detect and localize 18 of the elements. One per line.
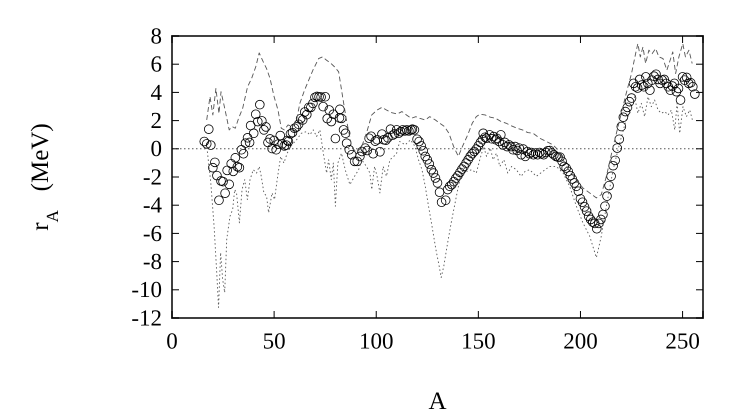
y-tick-label: 0 [150, 136, 162, 162]
y-tick-label: -4 [142, 192, 162, 218]
x-tick-label: 0 [166, 328, 178, 354]
y-tick-label: 2 [150, 108, 162, 133]
y-tick-label: -2 [142, 164, 162, 190]
y-tick-label: -8 [142, 248, 162, 274]
y-tick-label: -6 [142, 220, 162, 246]
x-tick-label: 100 [358, 328, 394, 354]
x-tick-label: 200 [563, 328, 598, 354]
y-tick-label: -12 [131, 305, 162, 330]
y-tick-label: 4 [150, 80, 162, 105]
x-tick-label: 50 [262, 328, 286, 354]
y-tick-label: -10 [131, 277, 162, 302]
x-tick-label: 250 [665, 328, 700, 354]
y-tick-label: 6 [150, 52, 162, 77]
y-tick-label: 8 [150, 23, 162, 48]
x-tick-label: 150 [461, 328, 496, 354]
x-axis-title: A [428, 388, 447, 415]
